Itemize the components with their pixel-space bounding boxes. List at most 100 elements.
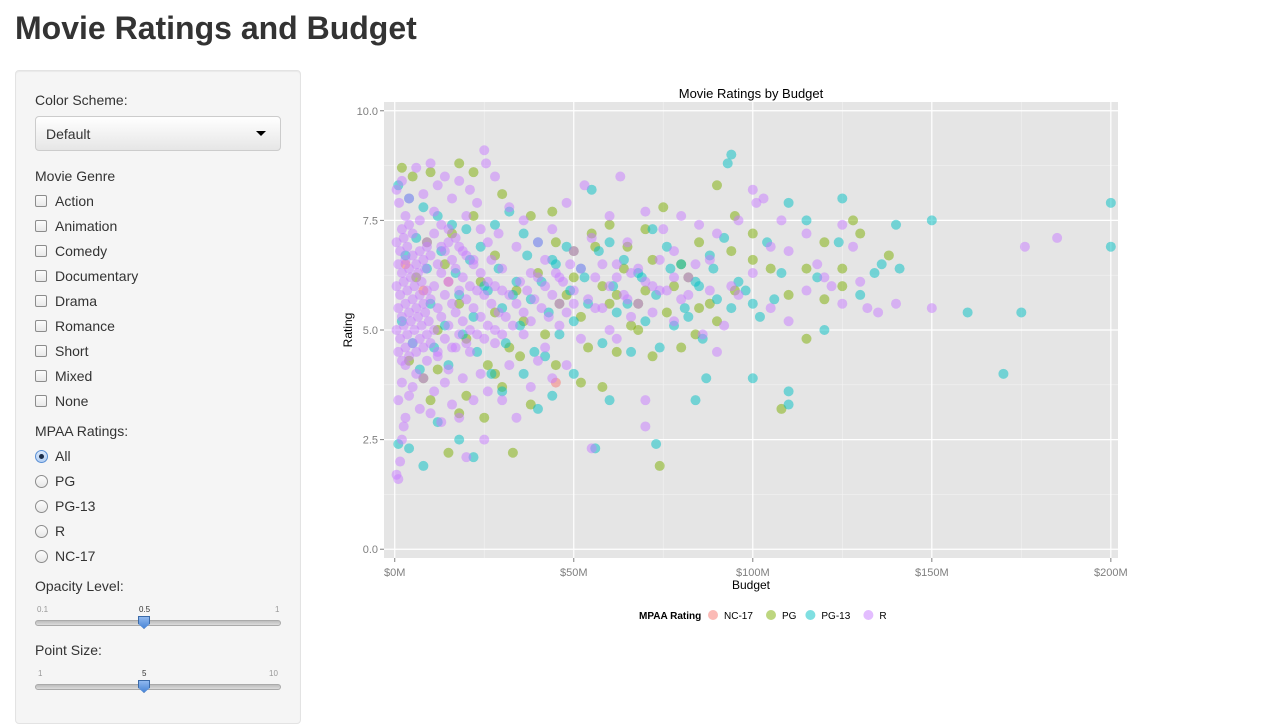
data-point (711, 294, 722, 305)
data-point (640, 276, 651, 287)
point-size-slider[interactable]: 1 5 10 (35, 669, 281, 699)
data-point (429, 325, 440, 335)
data-point (407, 338, 418, 349)
scatter-chart: $0M $50M $100M $150M $200M 0.0 2.5 5.0 7.5 10.0 Mo… (341, 86, 1128, 622)
genre-option-none[interactable]: None (35, 391, 88, 411)
data-point (518, 228, 529, 239)
mpaa-option-r[interactable]: R (35, 521, 65, 541)
genre-option-romance[interactable]: Romance (35, 316, 115, 336)
data-point (500, 338, 511, 349)
data-point (640, 224, 651, 235)
data-point (396, 311, 407, 322)
legend-key (766, 610, 776, 620)
checkbox[interactable] (35, 220, 47, 232)
data-point (751, 197, 762, 208)
radio-button[interactable] (35, 524, 48, 538)
data-point (468, 303, 479, 314)
data-point (855, 276, 866, 287)
data-point (486, 254, 497, 265)
data-point (475, 224, 486, 235)
data-point (421, 241, 432, 252)
data-point (819, 272, 830, 283)
color-scheme-select[interactable]: Default (35, 116, 281, 151)
data-point (568, 272, 579, 283)
radio-button[interactable] (35, 499, 48, 513)
checkbox[interactable] (35, 345, 47, 357)
data-point (654, 285, 665, 296)
genre-option-short[interactable]: Short (35, 341, 88, 361)
data-point (765, 241, 776, 252)
mpaa-label: MPAA Ratings: (35, 423, 129, 439)
genre-option-action[interactable]: Action (35, 191, 94, 211)
data-point (848, 241, 859, 252)
data-point (511, 298, 522, 309)
mpaa-option-pg[interactable]: PG (35, 471, 75, 491)
data-point (669, 281, 680, 292)
data-point (550, 268, 561, 278)
data-point (590, 272, 601, 283)
data-point (447, 342, 458, 353)
data-point (402, 285, 413, 296)
genre-option-label: Drama (55, 293, 98, 309)
data-point (611, 259, 622, 270)
genre-option-drama[interactable]: Drama (35, 291, 97, 311)
mpaa-option-nc17[interactable]: NC-17 (35, 546, 95, 566)
checkbox[interactable] (35, 295, 47, 307)
checkbox[interactable] (35, 370, 47, 382)
genre-option-comedy[interactable]: Comedy (35, 241, 107, 261)
color-scheme-label: Color Scheme: (35, 92, 128, 108)
slider-track[interactable] (35, 684, 281, 690)
data-point (400, 211, 411, 221)
data-point (482, 237, 493, 248)
slider-track[interactable] (35, 620, 281, 626)
genre-option-documentary[interactable]: Documentary (35, 266, 138, 286)
checkbox[interactable] (35, 395, 47, 407)
checkbox[interactable] (35, 195, 47, 207)
opacity-slider[interactable]: 0.1 0.5 1 (35, 605, 281, 635)
data-point (393, 346, 404, 357)
data-point (597, 259, 608, 270)
data-point (418, 202, 429, 213)
mpaa-option-pg13[interactable]: PG-13 (35, 496, 95, 516)
checkbox[interactable] (35, 245, 47, 257)
checkbox[interactable] (35, 320, 47, 332)
page-title: Movie Ratings and Budget (15, 10, 417, 46)
data-point (436, 219, 447, 230)
mpaa-option-all[interactable]: All (35, 446, 71, 466)
data-point (704, 298, 715, 309)
data-point (783, 386, 794, 397)
data-point (497, 285, 508, 296)
data-point (579, 272, 590, 283)
checkbox[interactable] (35, 270, 47, 282)
data-point (726, 281, 737, 292)
data-point (461, 250, 472, 261)
data-point (1016, 307, 1027, 318)
genre-option-animation[interactable]: Animation (35, 216, 117, 236)
genre-option-mixed[interactable]: Mixed (35, 366, 92, 386)
data-point (425, 294, 436, 305)
data-point (443, 364, 454, 375)
data-point (783, 316, 794, 327)
mpaa-option-label: PG-13 (55, 498, 96, 514)
data-point (425, 250, 436, 261)
data-point (404, 193, 415, 204)
data-point (447, 193, 458, 204)
data-point (475, 311, 486, 322)
data-point (597, 281, 608, 292)
data-point (461, 294, 472, 305)
data-point (719, 232, 730, 243)
data-point (801, 228, 812, 239)
data-point (926, 303, 937, 314)
data-point (407, 294, 418, 305)
data-point (404, 390, 415, 401)
data-point (395, 289, 406, 300)
data-point (493, 307, 504, 318)
data-point (561, 197, 572, 208)
data-point (525, 268, 536, 278)
radio-button[interactable] (35, 474, 48, 488)
data-point (472, 197, 483, 208)
radio-button[interactable] (35, 449, 48, 463)
radio-button[interactable] (35, 549, 48, 563)
slider-handle[interactable] (138, 680, 150, 693)
slider-handle[interactable] (138, 616, 150, 629)
